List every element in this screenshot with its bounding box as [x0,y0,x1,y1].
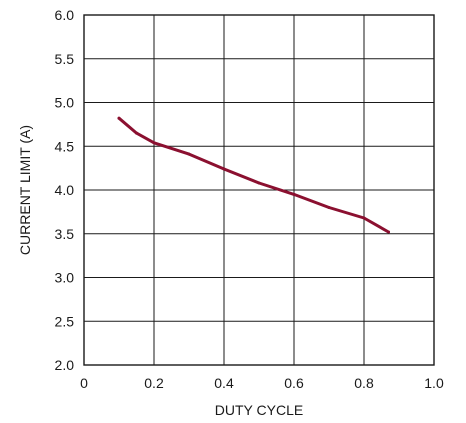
x-tick-label: 1.0 [424,375,444,391]
x-tick-label: 0 [80,375,88,391]
y-tick-label: 5.5 [55,51,75,67]
data-point [222,167,226,171]
data-point [327,206,331,209]
series-layer [117,116,390,234]
y-tick-label: 3.0 [55,270,75,286]
tick-labels: 0 0.2 0.4 0.6 0.8 1.0 2.0 2.5 3.0 3.5 4.0 4.5 5.0 5.5… [55,7,444,391]
y-tick-label: 4.5 [55,138,75,154]
y-tick-label: 6.0 [55,7,75,23]
x-tick-label: 0.4 [214,375,234,391]
current-limit-series-line [117,116,390,234]
x-tick-label: 0.6 [284,375,304,391]
y-tick-label: 5.0 [55,95,75,111]
y-tick-label: 2.0 [55,357,75,373]
y-axis-label: CURRENT LIMIT (A) [17,125,33,255]
plot-frame [83,14,435,366]
data-point [362,216,366,220]
x-tick-label: 0.2 [144,375,164,391]
x-tick-label: 0.8 [354,375,374,391]
data-point [292,192,296,196]
data-point [387,230,390,234]
y-tick-label: 2.5 [55,313,75,329]
data-point [187,152,191,156]
data-point [117,116,121,120]
data-point [135,131,138,135]
x-axis-label: DUTY CYCLE [215,402,303,418]
data-point [152,141,156,145]
y-tick-label: 3.5 [55,226,75,242]
data-point [257,181,261,185]
grid [84,15,434,365]
y-tick-label: 4.0 [55,182,75,198]
